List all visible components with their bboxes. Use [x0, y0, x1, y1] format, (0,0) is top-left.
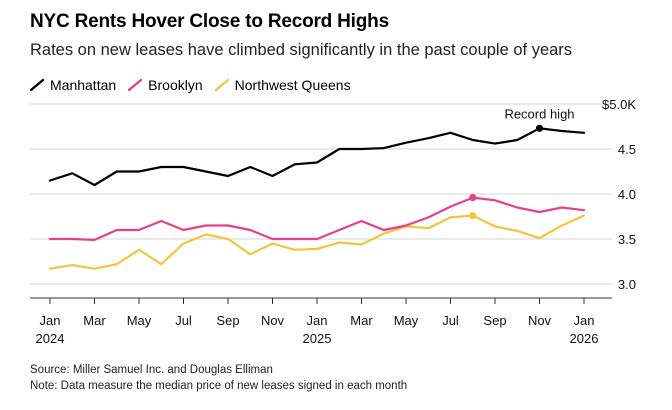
x-tick-label: Jan: [40, 313, 61, 328]
marker-manhattan: [535, 124, 544, 132]
series-line-brooklyn: [48, 196, 586, 241]
y-tick-label: 4.5: [618, 142, 636, 157]
x-tick-year-label: 2025: [303, 331, 332, 346]
x-tick-year-label: 2026: [570, 331, 599, 346]
chart-subtitle: Rates on new leases have climbed signifi…: [30, 41, 573, 59]
x-tick-label: Jul: [442, 313, 459, 328]
legend-swatch-northwest-queens: [214, 78, 229, 92]
series-line-manhattan: [48, 127, 586, 187]
x-tick-label: Mar: [350, 313, 373, 328]
y-tick-label: 4.0: [618, 187, 636, 202]
legend-item-northwest-queens: Northwest Queens: [214, 77, 351, 93]
data-note: Note: Data measure the median price of n…: [30, 380, 408, 392]
x-tick-year-label: 2024: [36, 331, 65, 346]
series-line-northwest-queens: [48, 214, 586, 270]
x-tick-label: Jan: [574, 313, 595, 328]
marker-brooklyn: [469, 194, 477, 202]
legend-label-northwest-queens: Northwest Queens: [234, 77, 351, 93]
legend-item-brooklyn: Brooklyn: [128, 77, 203, 93]
legend-swatch-brooklyn: [128, 78, 143, 92]
legend-item-manhattan: Manhattan: [30, 77, 116, 93]
legend-label-manhattan: Manhattan: [50, 77, 117, 93]
x-tick-label: Jul: [175, 313, 192, 328]
x-tick-label: Sep: [216, 313, 239, 328]
x-tick-label: May: [394, 313, 419, 328]
annotation-record-high: Record high: [504, 106, 574, 121]
legend-label-brooklyn: Brooklyn: [148, 77, 203, 93]
x-tick-label: Sep: [483, 313, 506, 328]
x-tick-label: Mar: [83, 313, 106, 328]
legend: Manhattan Brooklyn Northwest Queens: [30, 77, 363, 93]
y-tick-label: 3.5: [618, 232, 636, 247]
legend-swatch-manhattan: [30, 78, 44, 92]
x-tick-label: Nov: [261, 313, 285, 328]
chart-title: NYC Rents Hover Close to Record Highs: [30, 11, 389, 32]
source-note: Source: Miller Samuel Inc. and Douglas E…: [30, 364, 273, 376]
x-tick-label: Jan: [307, 313, 328, 328]
marker-northwest-queens: [469, 212, 477, 220]
y-tick-label: $5.0K: [602, 97, 636, 112]
x-tick-label: Nov: [528, 313, 552, 328]
x-tick-label: May: [127, 313, 152, 328]
y-tick-label: 3.0: [618, 277, 636, 292]
